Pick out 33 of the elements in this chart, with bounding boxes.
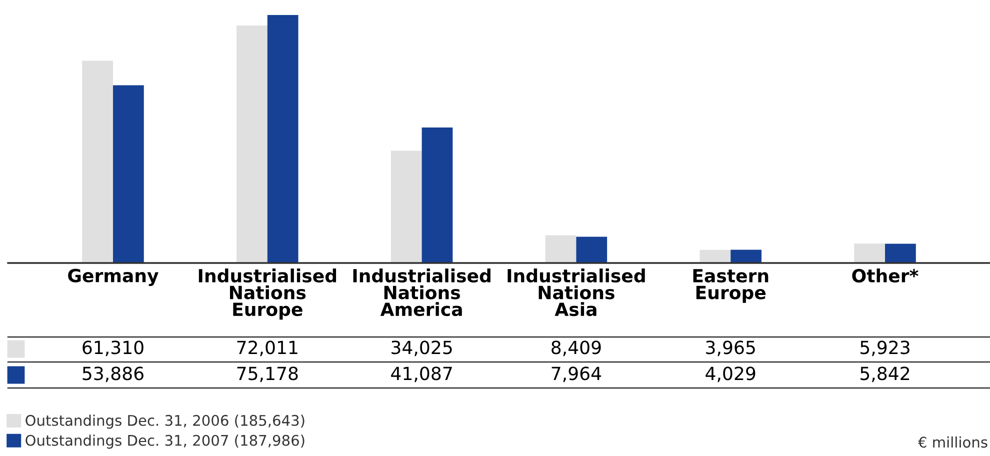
x-tick-label: Germany xyxy=(68,268,158,286)
bar xyxy=(854,243,886,263)
bar xyxy=(422,127,453,263)
x-tick-label: Industrialised Nations Europe xyxy=(198,268,336,320)
bar xyxy=(730,250,762,263)
data-label: 4,029 xyxy=(706,366,756,382)
bar xyxy=(576,236,608,263)
x-tick-label: Other* xyxy=(852,268,918,283)
bar xyxy=(112,85,144,263)
data-label: 8,409 xyxy=(552,340,601,356)
bar xyxy=(885,244,916,263)
data-label: 61,310 xyxy=(82,340,144,356)
data-label: 53,886 xyxy=(82,366,144,382)
data-label: 75,178 xyxy=(237,366,298,382)
data-label: 41,087 xyxy=(391,366,452,382)
data-label: 3,965 xyxy=(706,340,755,356)
x-tick-label: Industrialised Nations America xyxy=(353,268,490,316)
x-tick-label: Industrialised Nations Asia xyxy=(508,268,645,316)
data-label: 34,025 xyxy=(392,340,452,356)
data-label: 5,923 xyxy=(860,340,910,356)
data-label: 72,011 xyxy=(237,340,298,356)
bar xyxy=(390,150,422,263)
data-label: 7,964 xyxy=(552,366,602,382)
data-label: 5,842 xyxy=(860,366,910,382)
legend-label: Outstandings Dec. 31, 2007 (187,986) xyxy=(26,434,304,449)
bar xyxy=(267,15,298,263)
x-tick-label: Eastern Europe xyxy=(693,269,768,303)
bar xyxy=(236,25,268,263)
bar xyxy=(545,235,576,263)
legend-label: Outstandings Dec. 31, 2006 (185,643) xyxy=(26,414,304,429)
bar xyxy=(700,250,731,263)
text: € millions xyxy=(918,436,988,448)
bar xyxy=(82,60,113,263)
